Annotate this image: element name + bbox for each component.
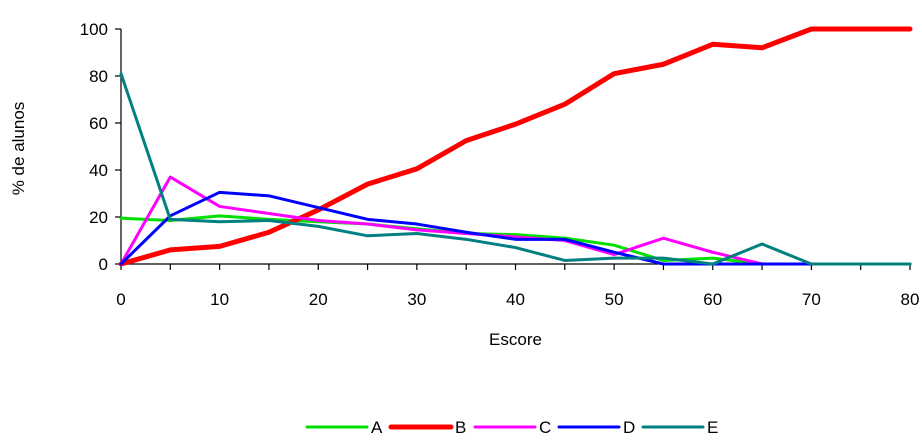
x-tick-label: 10 <box>210 290 229 309</box>
y-tick-label: 40 <box>89 161 108 180</box>
x-tick-label: 40 <box>506 290 525 309</box>
x-tick-label: 30 <box>407 290 426 309</box>
x-ticks: 0 10 20 30 40 50 60 70 80 <box>116 264 919 309</box>
axes <box>120 29 910 265</box>
legend-label-b: B <box>455 418 466 437</box>
y-tick-label: 0 <box>99 255 108 274</box>
y-axis-title: % de alunos <box>9 102 28 196</box>
series-line-d <box>119 190 912 266</box>
y-tick-label: 80 <box>89 67 108 86</box>
series-line-e <box>119 72 912 266</box>
series-lines <box>118 26 913 267</box>
legend-label-e: E <box>707 418 718 437</box>
x-axis-title: Escore <box>489 330 542 349</box>
legend: A B C D E <box>305 418 718 437</box>
legend-label-a: A <box>371 418 383 437</box>
legend-label-d: D <box>623 418 635 437</box>
y-tick-label: 60 <box>89 114 108 133</box>
x-tick-label: 80 <box>901 290 920 309</box>
y-tick-label: 100 <box>80 20 108 39</box>
y-tick-label: 20 <box>89 208 108 227</box>
x-tick-label: 50 <box>605 290 624 309</box>
x-tick-label: 20 <box>309 290 328 309</box>
x-tick-label: 0 <box>116 290 125 309</box>
x-tick-label: 60 <box>703 290 722 309</box>
y-ticks: 0 20 40 60 80 100 <box>80 20 121 274</box>
x-tick-label: 70 <box>802 290 821 309</box>
series-line-b <box>118 26 913 267</box>
legend-label-c: C <box>539 418 551 437</box>
